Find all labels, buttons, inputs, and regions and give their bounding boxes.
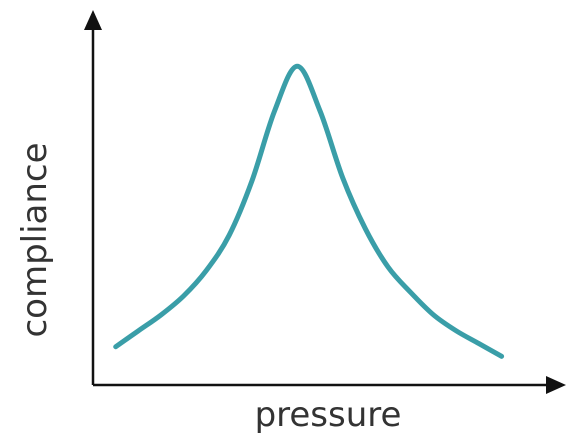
y-axis-arrow <box>84 10 102 30</box>
series-line-0 <box>113 63 505 359</box>
x-axis-label: pressure <box>255 395 402 435</box>
y-axis-label: compliance <box>15 142 55 337</box>
series-layer <box>113 63 505 359</box>
x-axis-arrow <box>546 376 566 394</box>
